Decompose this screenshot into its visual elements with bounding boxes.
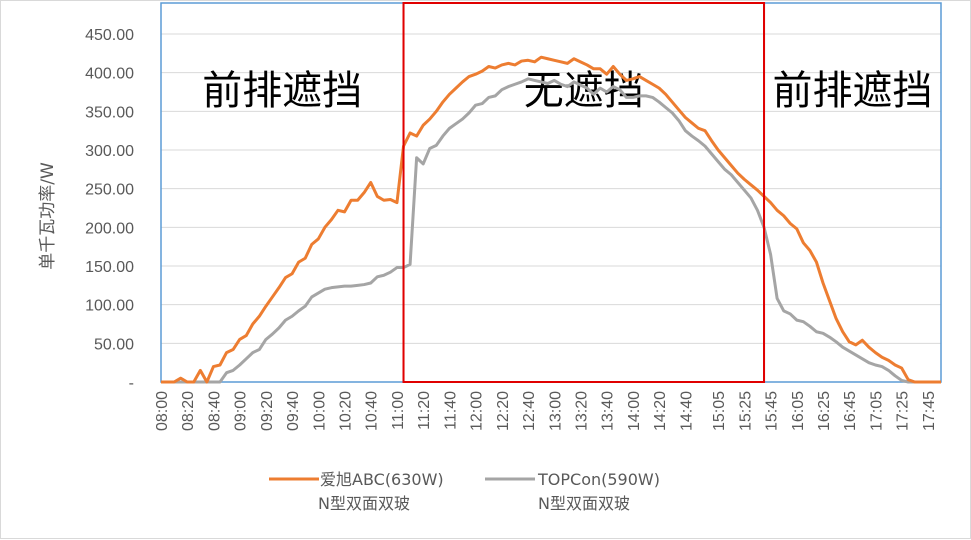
x-tick-label: 13:40 (600, 391, 617, 431)
x-tick-label: 12:20 (495, 391, 512, 431)
x-tick-label: 08:40 (206, 391, 223, 431)
y-tick-label: 50.00 (94, 336, 134, 353)
x-tick-label: 09:00 (233, 391, 250, 431)
region-label: 前排遮挡 (202, 68, 362, 114)
x-tick-label: 08:00 (154, 391, 171, 431)
x-tick-label: 10:20 (338, 391, 355, 431)
shading-regions: 前排遮挡 无遮挡 前排遮挡 (160, 2, 942, 383)
x-tick-label: 11:20 (416, 391, 433, 430)
y-axis: - 50.00 100.00 150.00 200.00 250.00 300.00 350.… (85, 27, 134, 392)
region-label: 无遮挡 (524, 68, 644, 114)
x-tick-label: 13:20 (573, 391, 590, 431)
y-tick-label: 100.00 (85, 298, 134, 315)
x-tick-label: 11:00 (390, 391, 407, 430)
series-line (161, 77, 941, 384)
y-tick-label: 450.00 (85, 27, 134, 44)
x-tick-label: 08:20 (180, 391, 197, 431)
x-axis: 08:00 08:20 08:40 09:00 09:20 09:40 10:00 10:20… (154, 381, 941, 431)
x-tick-label: 14:20 (652, 391, 669, 431)
y-axis-label: 单千瓦功率/W (38, 162, 58, 270)
x-tick-label: 17:25 (895, 391, 912, 431)
x-tick-label: 10:40 (364, 391, 381, 431)
legend-label-topcon: TOPCon(590W) (537, 470, 660, 489)
region-box-overlay (402, 2, 766, 383)
y-tick-label: 300.00 (85, 143, 134, 160)
x-tick-label: 11:40 (442, 391, 459, 430)
x-tick-label: 13:00 (547, 391, 564, 431)
x-tick-label: 17:45 (921, 391, 938, 431)
x-tick-label: 15:25 (737, 391, 754, 431)
x-tick-label: 15:05 (711, 391, 728, 431)
legend-label-abc: 爱旭ABC(630W) (320, 470, 444, 489)
x-tick-label: 17:05 (868, 391, 885, 431)
y-tick-label: 250.00 (85, 182, 134, 199)
region-label: 前排遮挡 (773, 68, 933, 114)
x-tick-label: 16:25 (816, 391, 833, 431)
legend-label-topcon-line2: N型双面双玻 (538, 494, 630, 513)
x-tick-label: 10:00 (311, 391, 328, 431)
x-tick-label: 15:45 (764, 391, 781, 431)
y-tick-label: 150.00 (85, 259, 134, 276)
x-tick-label: 09:20 (259, 391, 276, 431)
region-box (763, 2, 942, 383)
x-tick-label: 16:45 (842, 391, 859, 431)
region-box (402, 2, 766, 383)
y-tick-label: 350.00 (85, 104, 134, 121)
x-tick-label: 09:40 (285, 391, 302, 431)
x-tick-label: 14:40 (678, 391, 695, 431)
x-tick-label: 14:00 (626, 391, 643, 431)
legend-label-abc-line2: N型双面双玻 (318, 494, 410, 513)
y-tick-label: 400.00 (85, 66, 134, 83)
x-tick-label: 12:40 (521, 391, 538, 431)
series-lines (161, 2, 941, 384)
series-line (161, 55, 941, 384)
y-tick-label: 200.00 (85, 220, 134, 237)
y-tick-label: - (129, 375, 134, 392)
gridlines (161, 33, 941, 344)
x-tick-label: 16:05 (790, 391, 807, 431)
legend: 爱旭ABC(630W) N型双面双玻 TOPCon(590W) N型双面双玻 (269, 470, 660, 513)
x-tick-label: 12:00 (469, 391, 486, 431)
